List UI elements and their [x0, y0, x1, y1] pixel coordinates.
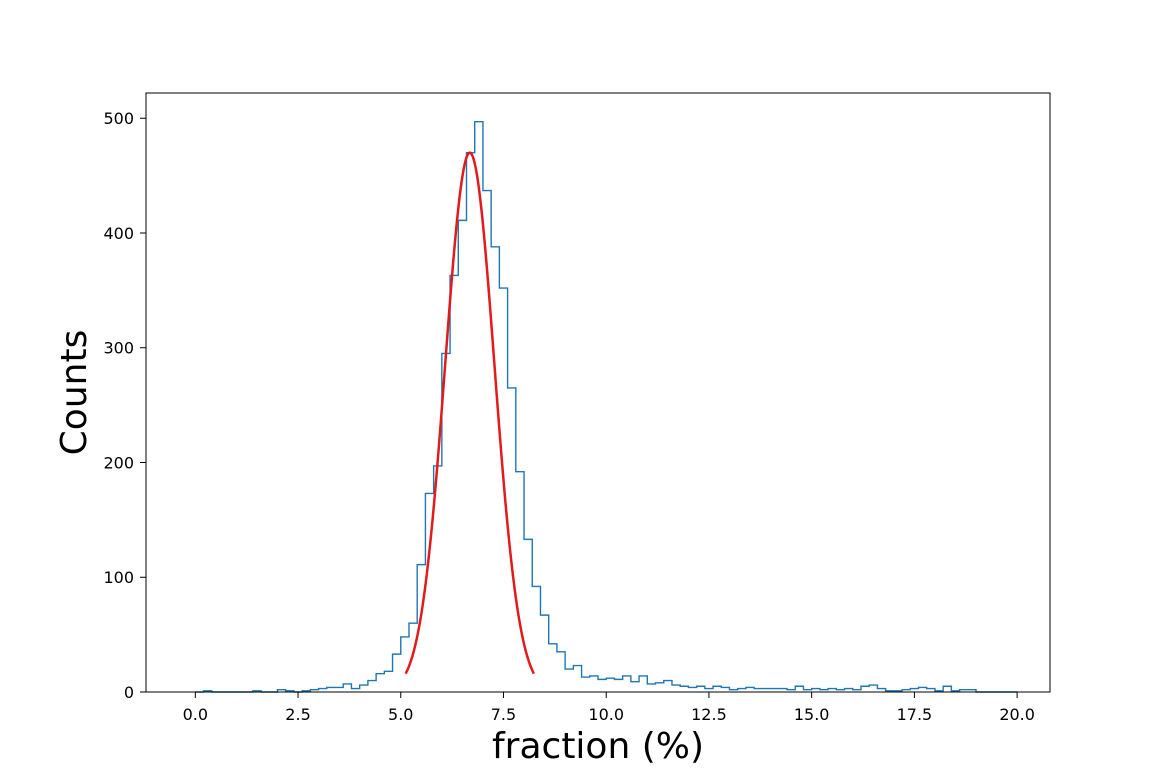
x-tick-label: 7.5 [491, 705, 516, 724]
x-tick-label: 10.0 [588, 705, 624, 724]
y-tick-label: 200 [103, 453, 134, 472]
x-tick-label: 2.5 [285, 705, 310, 724]
plot-area-frame [145, 92, 1051, 693]
y-tick-label: 400 [103, 224, 134, 243]
x-tick-label: 0.0 [183, 705, 208, 724]
x-tick-label: 20.0 [999, 705, 1035, 724]
y-tick-label: 0 [124, 683, 134, 702]
x-axis-ticks: 0.0 2.5 5.0 7.5 10.0 12.5 15.0 17.5 20.0 [183, 692, 1035, 724]
gaussian-fit-line [404, 151, 536, 675]
x-tick-label: 12.5 [691, 705, 727, 724]
x-tick-label: 15.0 [794, 705, 830, 724]
y-axis-ticks: 0 100 200 300 400 500 [103, 109, 146, 702]
y-tick-label: 100 [103, 568, 134, 587]
y-axis-label: Counts [54, 330, 95, 456]
y-tick-label: 300 [103, 339, 134, 358]
x-tick-label: 17.5 [897, 705, 933, 724]
x-tick-label: 5.0 [388, 705, 413, 724]
y-tick-label: 500 [103, 109, 134, 128]
histogram-step-line [195, 120, 1018, 693]
x-axis-label: fraction (%) [492, 726, 704, 767]
histogram-series [195, 120, 1018, 693]
gaussian-fit-series [404, 151, 536, 675]
